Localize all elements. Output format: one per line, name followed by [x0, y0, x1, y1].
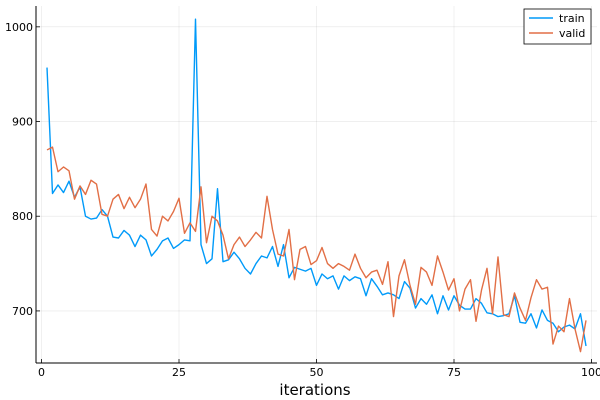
series [46, 18, 587, 353]
series-line-train [46, 18, 587, 347]
x-tick-label: 100 [581, 366, 600, 379]
x-tick-label: 75 [447, 366, 461, 379]
series-line-valid [46, 146, 587, 353]
legend-train-label: train [559, 12, 585, 25]
x-axis-title: iterations [279, 381, 350, 399]
y-tick-label: 1000 [5, 21, 33, 34]
y-tick-label: 900 [12, 116, 33, 129]
y-ticks: 700 800 900 1000 [5, 21, 40, 318]
y-tick-label: 700 [12, 305, 33, 318]
legend-valid-label: valid [559, 27, 585, 40]
x-tick-label: 0 [38, 366, 45, 379]
x-ticks: 0 25 50 75 100 [38, 359, 600, 379]
y-tick-label: 800 [12, 210, 33, 223]
legend: train valid [523, 8, 592, 45]
grid [36, 6, 597, 363]
x-tick-label: 25 [172, 366, 186, 379]
legend-box [523, 8, 592, 45]
x-tick-label: 50 [310, 366, 324, 379]
